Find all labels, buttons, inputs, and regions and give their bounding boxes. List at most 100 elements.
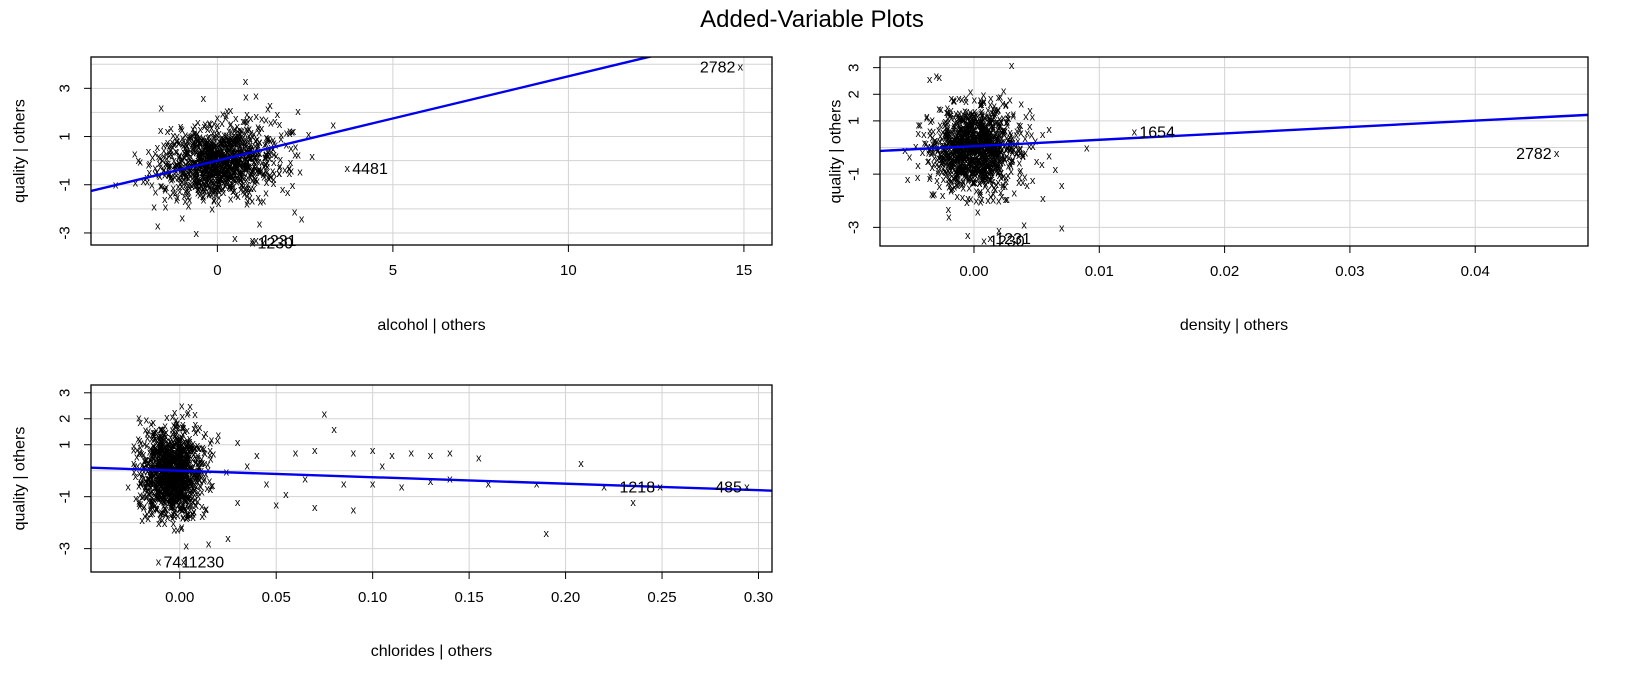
- data-point: x: [968, 109, 974, 121]
- data-point: x: [964, 124, 970, 136]
- data-point: x: [970, 154, 976, 166]
- panel-density: xxx xxx xxxxxxxxxxxxxxxxxxxxxxxxxxxxxxxxxx…: [828, 56, 1589, 334]
- data-point: x: [195, 496, 201, 508]
- data-point: x: [226, 165, 232, 177]
- data-point: x: [238, 147, 244, 159]
- data-point: x: [231, 138, 237, 150]
- data-point: x: [978, 171, 984, 183]
- data-point: x: [1011, 144, 1017, 156]
- data-point: x: [248, 183, 254, 195]
- data-point: x: [251, 157, 257, 169]
- data-point: x: [186, 493, 192, 505]
- data-point: x: [194, 162, 200, 174]
- data-point: x: [157, 153, 163, 165]
- data-point: x: [195, 450, 201, 462]
- data-point: x: [237, 141, 243, 153]
- data-point: x: [913, 141, 919, 153]
- data-point: x: [930, 115, 936, 127]
- data-point: x: [974, 155, 980, 167]
- data-point: x: [932, 153, 938, 165]
- data-point: x: [250, 196, 256, 208]
- data-point: x: [289, 126, 295, 138]
- data-point: x: [249, 166, 255, 178]
- data-point: x: [197, 176, 203, 188]
- data-point: x: [197, 480, 203, 492]
- data-point: x: [173, 475, 179, 487]
- data-point: x: [979, 159, 985, 171]
- data-point: x: [151, 478, 157, 490]
- data-point: x: [157, 441, 163, 453]
- data-point: x: [138, 437, 144, 449]
- data-point: x: [231, 159, 237, 171]
- data-point: x: [159, 466, 165, 478]
- data-point: x: [926, 145, 932, 157]
- data-point: x: [965, 122, 971, 134]
- data-point: x: [967, 143, 973, 155]
- data-point: x: [149, 451, 155, 463]
- data-point: x: [161, 164, 167, 176]
- data-point: x: [210, 159, 216, 171]
- data-point: x: [987, 129, 993, 141]
- data-point: x: [967, 148, 973, 160]
- data-point: x: [174, 472, 180, 484]
- data-point: x: [157, 493, 163, 505]
- data-point: x: [146, 426, 152, 438]
- data-point: x: [228, 168, 234, 180]
- data-point: x: [963, 145, 969, 157]
- data-point: x: [179, 486, 185, 498]
- data-point: x: [188, 479, 194, 491]
- data-point: x: [1000, 179, 1006, 191]
- data-point: x: [1008, 136, 1014, 148]
- data-point: x: [176, 473, 182, 485]
- data-point: x: [219, 160, 225, 172]
- data-point: x: [173, 430, 179, 442]
- data-point: x: [206, 175, 212, 187]
- data-point: x: [197, 458, 203, 470]
- data-point: x: [231, 137, 237, 149]
- data-point: x: [187, 495, 193, 507]
- data-point: x: [232, 170, 238, 182]
- data-point: x: [172, 480, 178, 492]
- data-point: x: [157, 514, 163, 526]
- data-point: x: [931, 126, 937, 138]
- data-point: x: [215, 185, 221, 197]
- data-point: x: [215, 142, 221, 154]
- data-point: x: [174, 458, 180, 470]
- data-point: x: [984, 136, 990, 148]
- data-point: x: [986, 124, 992, 136]
- data-point: x: [955, 165, 961, 177]
- data-point: x: [1022, 172, 1028, 184]
- data-point: x: [943, 167, 949, 179]
- data-point: x: [220, 147, 226, 159]
- data-point: x: [241, 173, 247, 185]
- data-point: x: [209, 147, 215, 159]
- data-point: x: [161, 473, 167, 485]
- data-point: x: [957, 161, 963, 173]
- data-point: x: [195, 117, 201, 129]
- data-point: x: [968, 112, 974, 124]
- data-point: x: [984, 168, 990, 180]
- data-point: x: [182, 493, 188, 505]
- data-point: x: [172, 454, 178, 466]
- data-point: x: [1034, 156, 1040, 168]
- data-point: x: [247, 153, 253, 165]
- data-point: x: [208, 453, 214, 465]
- data-point: x: [219, 136, 225, 148]
- data-point: x: [1033, 135, 1039, 147]
- data-point: x: [957, 108, 963, 120]
- data-point: x: [228, 105, 234, 117]
- data-point: x: [971, 148, 977, 160]
- data-point: x: [263, 165, 269, 177]
- data-point: x: [972, 111, 978, 123]
- data-point: x: [198, 153, 204, 165]
- data-point: x: [980, 132, 986, 144]
- data-point: x: [987, 117, 993, 129]
- data-point: x: [175, 461, 181, 473]
- data-point: x: [224, 158, 230, 170]
- data-point: x: [962, 131, 968, 143]
- x-tick-label: 15: [736, 262, 753, 279]
- data-point: x: [240, 147, 246, 159]
- point-label: 4481: [352, 161, 388, 178]
- data-point: x: [159, 506, 165, 518]
- data-point: x: [178, 484, 184, 496]
